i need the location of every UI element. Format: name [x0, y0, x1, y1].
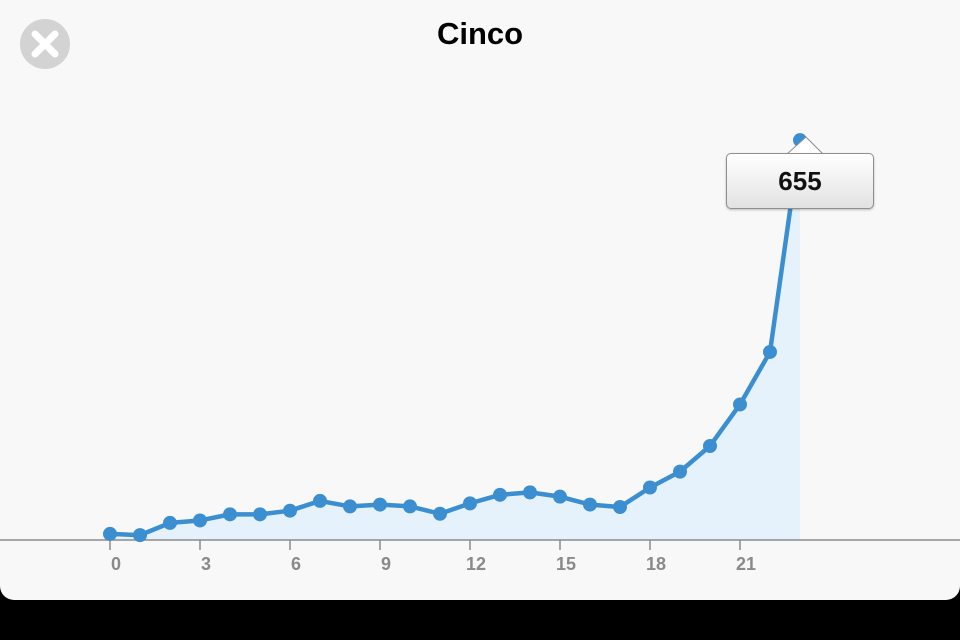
data-point [163, 515, 177, 530]
data-point [583, 497, 597, 512]
close-button[interactable] [20, 19, 70, 69]
x-tick-label: 6 [291, 554, 301, 574]
x-tick-label: 12 [466, 554, 486, 574]
data-point [133, 528, 147, 543]
data-point [553, 489, 567, 504]
data-point [643, 480, 657, 495]
line-chart: 0 3 6 9 12 15 18 21 [0, 133, 960, 574]
data-point [733, 397, 747, 412]
data-point [103, 526, 117, 541]
x-tick-label: 15 [556, 554, 576, 574]
data-point [763, 344, 777, 359]
data-point [403, 499, 417, 514]
value-tooltip: 655 [726, 153, 874, 209]
x-tick-label: 0 [111, 554, 121, 574]
chart-title: Cinco [436, 16, 524, 51]
data-point [433, 506, 447, 521]
x-tick-label: 21 [736, 554, 756, 574]
x-tick-label: 3 [201, 554, 211, 574]
data-point [253, 507, 267, 522]
data-point [313, 493, 327, 508]
x-tick-label: 18 [646, 554, 666, 574]
data-point [703, 438, 717, 453]
close-icon [31, 30, 59, 58]
data-point [493, 487, 507, 502]
area-fill [110, 140, 800, 540]
data-point [373, 497, 387, 512]
data-point [343, 499, 357, 514]
tooltip-value: 655 [778, 166, 822, 196]
data-point [463, 496, 477, 511]
data-point [283, 503, 297, 518]
chart-card: 0 3 6 9 12 15 18 21 Cinco 655 [0, 0, 960, 600]
data-point [193, 513, 207, 528]
data-point [523, 485, 537, 500]
data-point [673, 464, 687, 479]
data-point [223, 507, 237, 522]
data-point [613, 500, 627, 515]
x-tick-label: 9 [381, 554, 391, 574]
tooltip-pointer [787, 136, 825, 155]
